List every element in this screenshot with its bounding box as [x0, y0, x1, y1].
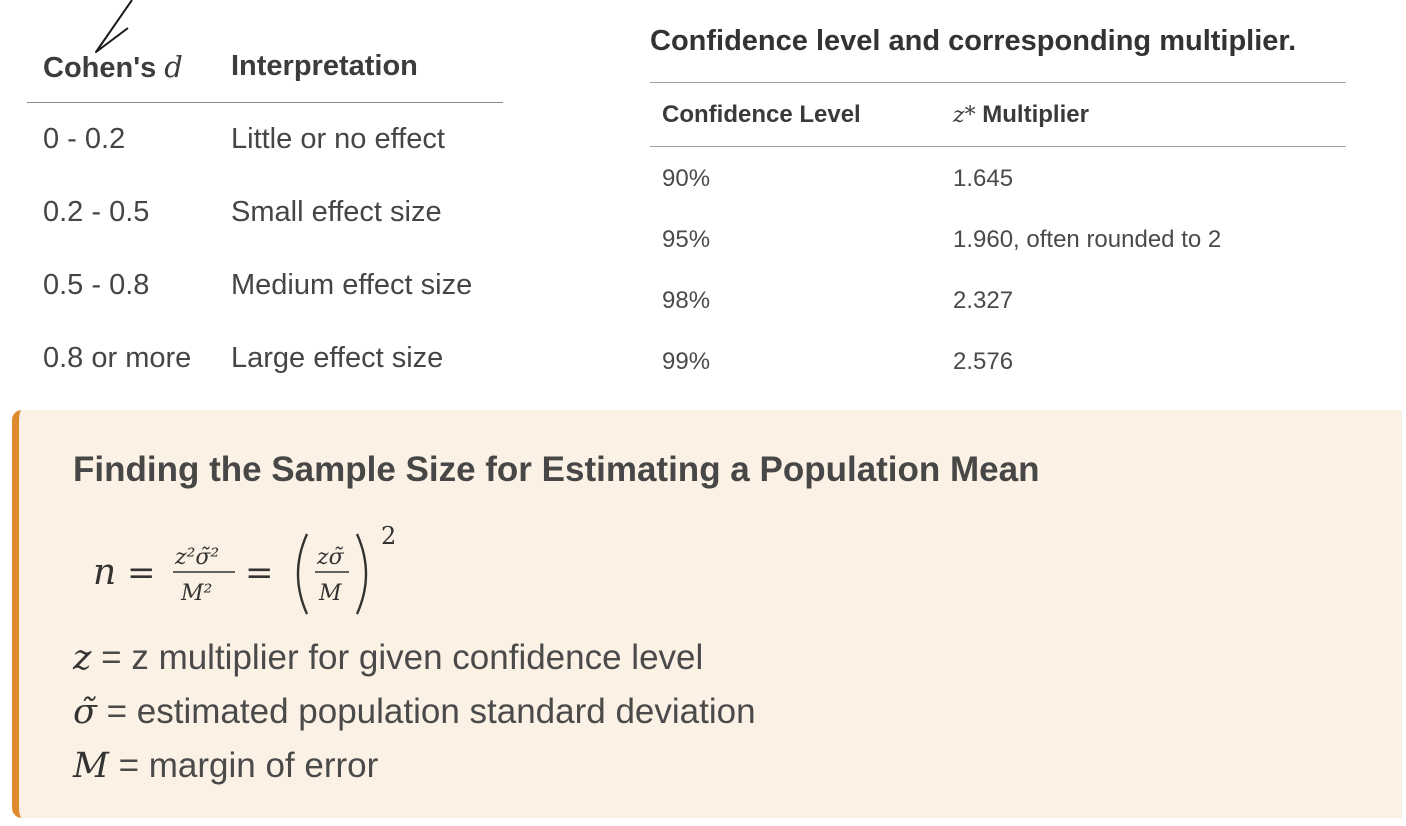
definition-sigma: σ̃ = estimated population standard devia… [73, 692, 756, 732]
level-cell: 90% [662, 165, 711, 192]
symbol-m: M [73, 746, 109, 786]
callout-title: Finding the Sample Size for Estimating a… [73, 450, 1040, 489]
multiplier-cell: 1.645 [953, 165, 1014, 192]
formula-lhs: n [93, 552, 116, 593]
interpretation-cell: Medium effect size [231, 269, 473, 301]
column-header-cohens-d: Cohen's d [43, 50, 183, 84]
interpretation-cell: Little or no effect [231, 123, 445, 155]
level-cell: 99% [662, 348, 711, 375]
level-cell: 95% [662, 226, 711, 253]
table-row: 95% 1.960, often rounded to 2 [650, 208, 1346, 269]
left-paren [296, 533, 309, 615]
table-row: 98% 2.327 [650, 269, 1346, 330]
table-row: 99% 2.576 [650, 330, 1346, 391]
right-paren [355, 533, 368, 615]
formula-exponent: 2 [381, 522, 396, 550]
column-header-confidence-level: Confidence Level [662, 101, 861, 128]
formula-numerator: z²σ̃² [174, 545, 219, 570]
multiplier-cell: 2.327 [953, 287, 1014, 314]
table-row: 0.5 - 0.8 Medium effect size [27, 249, 503, 322]
table-row: 90% 1.645 [650, 147, 1346, 208]
table-row: 0.8 or more Large effect size [27, 322, 503, 395]
cohens-d-table: Cohen's d Interpretation 0 - 0.2 Little … [27, 40, 503, 395]
table-row: 0 - 0.2 Little or no effect [27, 103, 503, 176]
sample-size-callout: Finding the Sample Size for Estimating a… [12, 410, 1402, 818]
table-caption: Confidence level and corresponding multi… [650, 20, 1346, 83]
table-header: Cohen's d Interpretation [27, 40, 503, 103]
multiplier-cell: 1.960, often rounded to 2 [953, 226, 1222, 253]
column-header-z-multiplier: z* Multiplier [953, 101, 1089, 128]
interpretation-cell: Small effect size [231, 196, 442, 228]
multiplier-cell: 2.576 [953, 348, 1014, 375]
range-cell: 0.8 or more [43, 342, 192, 374]
formula-equals: = [245, 553, 274, 593]
range-cell: 0.5 - 0.8 [43, 269, 150, 301]
table-header: Confidence Level z* Multiplier [650, 83, 1346, 147]
formula-equals: = [127, 553, 156, 593]
definition-margin: M = margin of error [73, 746, 379, 786]
formula-denominator: M² [180, 581, 212, 606]
definition-z: z = z multiplier for given confidence le… [73, 638, 704, 678]
pen-annotation-stroke [95, 0, 133, 53]
table-row: 0.2 - 0.5 Small effect size [27, 176, 503, 249]
range-cell: 0 - 0.2 [43, 123, 126, 155]
formula-inner-denominator: M [318, 581, 342, 606]
sample-size-formula: n = z²σ̃² M² = zσ̃ M 2 [93, 522, 396, 615]
interpretation-cell: Large effect size [231, 342, 444, 374]
symbol-z: z [73, 638, 92, 678]
confidence-multiplier-table: Confidence level and corresponding multi… [650, 20, 1346, 391]
range-cell: 0.2 - 0.5 [43, 196, 150, 228]
level-cell: 98% [662, 287, 711, 314]
symbol-sigma-tilde: σ̃ [73, 692, 97, 732]
formula-inner-numerator: zσ̃ [316, 545, 345, 570]
column-header-interpretation: Interpretation [231, 50, 418, 82]
